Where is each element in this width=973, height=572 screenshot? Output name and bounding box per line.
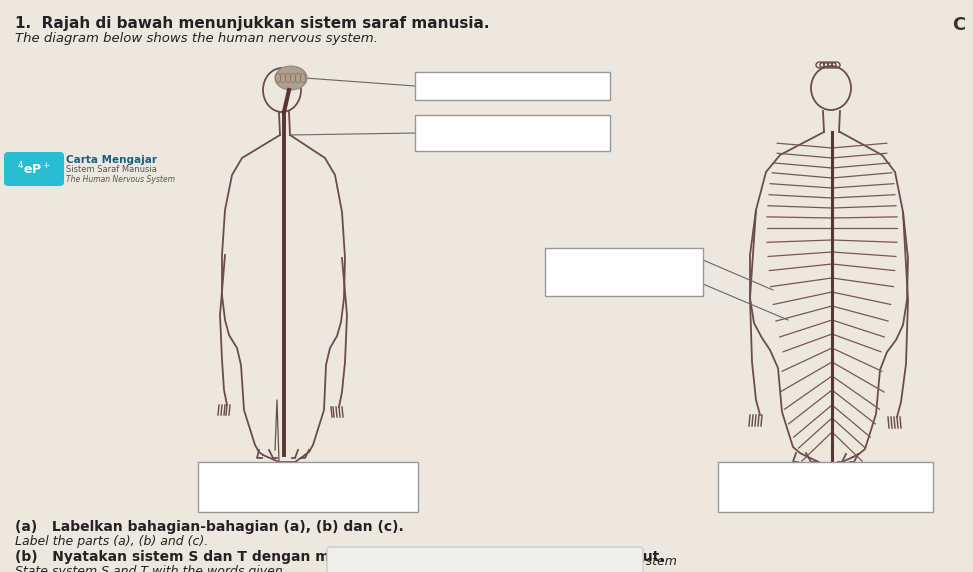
Text: Carta Mengajar: Carta Mengajar [66,155,157,165]
FancyBboxPatch shape [718,462,933,512]
Text: The Human Nervous System: The Human Nervous System [66,174,175,184]
Text: $^4$eP$^+$: $^4$eP$^+$ [18,161,51,177]
Text: (a): (a) [422,81,440,93]
Text: (a)   Labelkan bahagian-bahagian (a), (b) dan (c).: (a) Labelkan bahagian-bahagian (a), (b) … [15,520,404,534]
Text: •  Sistem saraf periferi /: • Sistem saraf periferi / [338,554,513,567]
Text: The diagram below shows the human nervous system.: The diagram below shows the human nervou… [15,32,378,45]
Text: State system S and T with the words given.: State system S and T with the words give… [15,565,287,572]
Text: C: C [952,16,965,34]
Text: Sistem Saraf Manusia: Sistem Saraf Manusia [66,165,157,174]
Text: (b): (b) [422,128,440,141]
Text: S:: S: [206,481,222,495]
FancyBboxPatch shape [4,152,64,186]
FancyBboxPatch shape [415,72,610,100]
FancyBboxPatch shape [415,115,610,151]
Text: (c): (c) [552,267,569,280]
FancyBboxPatch shape [545,248,703,296]
Text: Label the parts (a), (b) and (c).: Label the parts (a), (b) and (c). [15,535,208,548]
Text: (b)   Nyatakan sistem S dan T dengan menggunakan perkataan-perkataan berikut.: (b) Nyatakan sistem S dan T dengan mengg… [15,550,665,564]
FancyBboxPatch shape [327,547,643,572]
FancyBboxPatch shape [198,462,418,512]
Text: 1.  Rajah di bawah menunjukkan sistem saraf manusia.: 1. Rajah di bawah menunjukkan sistem sar… [15,16,489,31]
Ellipse shape [275,66,307,90]
Text: Peripheral nervous system: Peripheral nervous system [510,554,677,567]
Text: T:: T: [726,481,740,495]
